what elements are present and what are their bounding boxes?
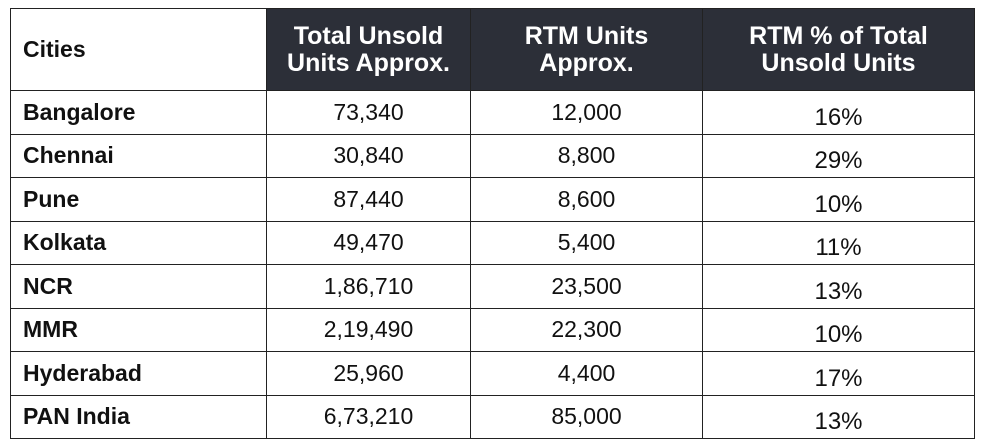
header-total-unsold-line1: Total Unsold — [293, 21, 444, 50]
table-row: Kolkata 49,470 5,400 11% — [10, 220, 975, 265]
header-cities: Cities — [10, 8, 267, 91]
rtm-percent-cell: 16% — [702, 90, 975, 135]
rtm-percent-cell: 10% — [702, 177, 975, 222]
rtm-units-cell: 4,400 — [470, 351, 703, 396]
rtm-percent-cell: 13% — [702, 394, 975, 439]
table-row: MMR 2,19,490 22,300 10% — [10, 307, 975, 352]
table-row: Pune 87,440 8,600 10% — [10, 177, 975, 222]
unsold-units-table: Cities Total Unsold Units Approx. RTM Uni… — [10, 8, 975, 439]
total-unsold-cell: 73,340 — [266, 90, 471, 135]
city-cell: NCR — [10, 264, 267, 309]
rtm-percent-cell: 10% — [702, 307, 975, 352]
total-unsold-cell: 25,960 — [266, 351, 471, 396]
table-container: Cities Total Unsold Units Approx. RTM Uni… — [10, 8, 975, 439]
rtm-units-cell: 23,500 — [470, 264, 703, 309]
rtm-units-cell: 8,600 — [470, 177, 703, 222]
city-cell: Chennai — [10, 133, 267, 178]
table-row: PAN India 6,73,210 85,000 13% — [10, 394, 975, 439]
city-cell: Pune — [10, 177, 267, 222]
rtm-units-cell: 8,800 — [470, 133, 703, 178]
header-rtm-percent-line1: RTM % of Total — [749, 21, 928, 50]
table-body: Bangalore 73,340 12,000 16% Chennai 30,8… — [10, 90, 975, 439]
header-rtm-units-line2: Approx. — [539, 48, 634, 77]
total-unsold-cell: 30,840 — [266, 133, 471, 178]
city-cell: MMR — [10, 307, 267, 352]
total-unsold-cell: 49,470 — [266, 220, 471, 265]
header-total-unsold: Total Unsold Units Approx. — [266, 8, 471, 91]
header-total-unsold-line2: Units Approx. — [287, 48, 450, 77]
city-cell: Hyderabad — [10, 351, 267, 396]
rtm-percent-cell: 17% — [702, 351, 975, 396]
table-row: NCR 1,86,710 23,500 13% — [10, 264, 975, 309]
rtm-percent-cell: 11% — [702, 220, 975, 265]
rtm-units-cell: 5,400 — [470, 220, 703, 265]
total-unsold-cell: 1,86,710 — [266, 264, 471, 309]
header-row: Cities Total Unsold Units Approx. RTM Uni… — [10, 8, 975, 91]
rtm-units-cell: 12,000 — [470, 90, 703, 135]
total-unsold-cell: 6,73,210 — [266, 394, 471, 439]
header-rtm-units: RTM Units Approx. — [470, 8, 703, 91]
city-cell: Bangalore — [10, 90, 267, 135]
total-unsold-cell: 2,19,490 — [266, 307, 471, 352]
table-row: Chennai 30,840 8,800 29% — [10, 133, 975, 178]
table-row: Bangalore 73,340 12,000 16% — [10, 90, 975, 135]
rtm-percent-cell: 29% — [702, 133, 975, 178]
header-rtm-percent: RTM % of Total Unsold Units — [702, 8, 975, 91]
city-cell: PAN India — [10, 394, 267, 439]
total-unsold-cell: 87,440 — [266, 177, 471, 222]
rtm-percent-cell: 13% — [702, 264, 975, 309]
table-row: Hyderabad 25,960 4,400 17% — [10, 351, 975, 396]
rtm-units-cell: 22,300 — [470, 307, 703, 352]
city-cell: Kolkata — [10, 220, 267, 265]
header-rtm-units-line1: RTM Units — [524, 21, 649, 50]
rtm-units-cell: 85,000 — [470, 394, 703, 439]
table-header: Cities Total Unsold Units Approx. RTM Uni… — [10, 8, 975, 91]
header-rtm-percent-line2: Unsold Units — [761, 48, 916, 77]
